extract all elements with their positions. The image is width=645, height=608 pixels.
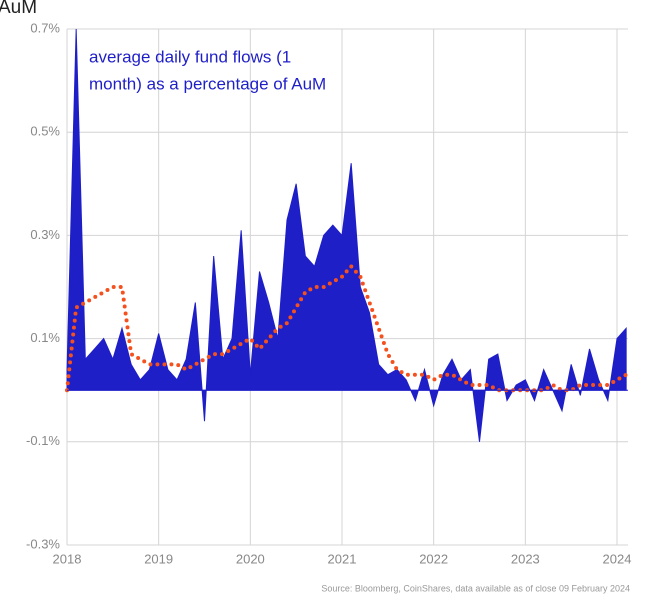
x-tick-label: 2023	[511, 551, 540, 566]
y-tick-label: 0.1%	[30, 330, 60, 345]
y-tick-label: -0.3%	[26, 536, 60, 551]
y-tick-label: 0.7%	[30, 20, 60, 35]
y-tick-label: -0.1%	[26, 433, 60, 448]
flow-area	[66, 28, 627, 442]
x-tick-label: 2024	[603, 551, 632, 566]
x-tick-label: 2019	[144, 551, 173, 566]
x-tick-label: 2018	[53, 551, 82, 566]
annotation: average daily fund flows (1	[89, 47, 291, 66]
source: Source: Bloomberg, CoinShares, data avai…	[321, 583, 630, 593]
y-tick-label: 0.3%	[30, 227, 60, 242]
x-tick-label: 2022	[419, 551, 448, 566]
x-tick-label: 2020	[236, 551, 265, 566]
x-tick-label: 2021	[328, 551, 357, 566]
chart-title: AuM	[0, 0, 37, 18]
annotation: month) as a percentage of AuM	[89, 74, 326, 93]
y-tick-label: 0.5%	[30, 124, 60, 139]
